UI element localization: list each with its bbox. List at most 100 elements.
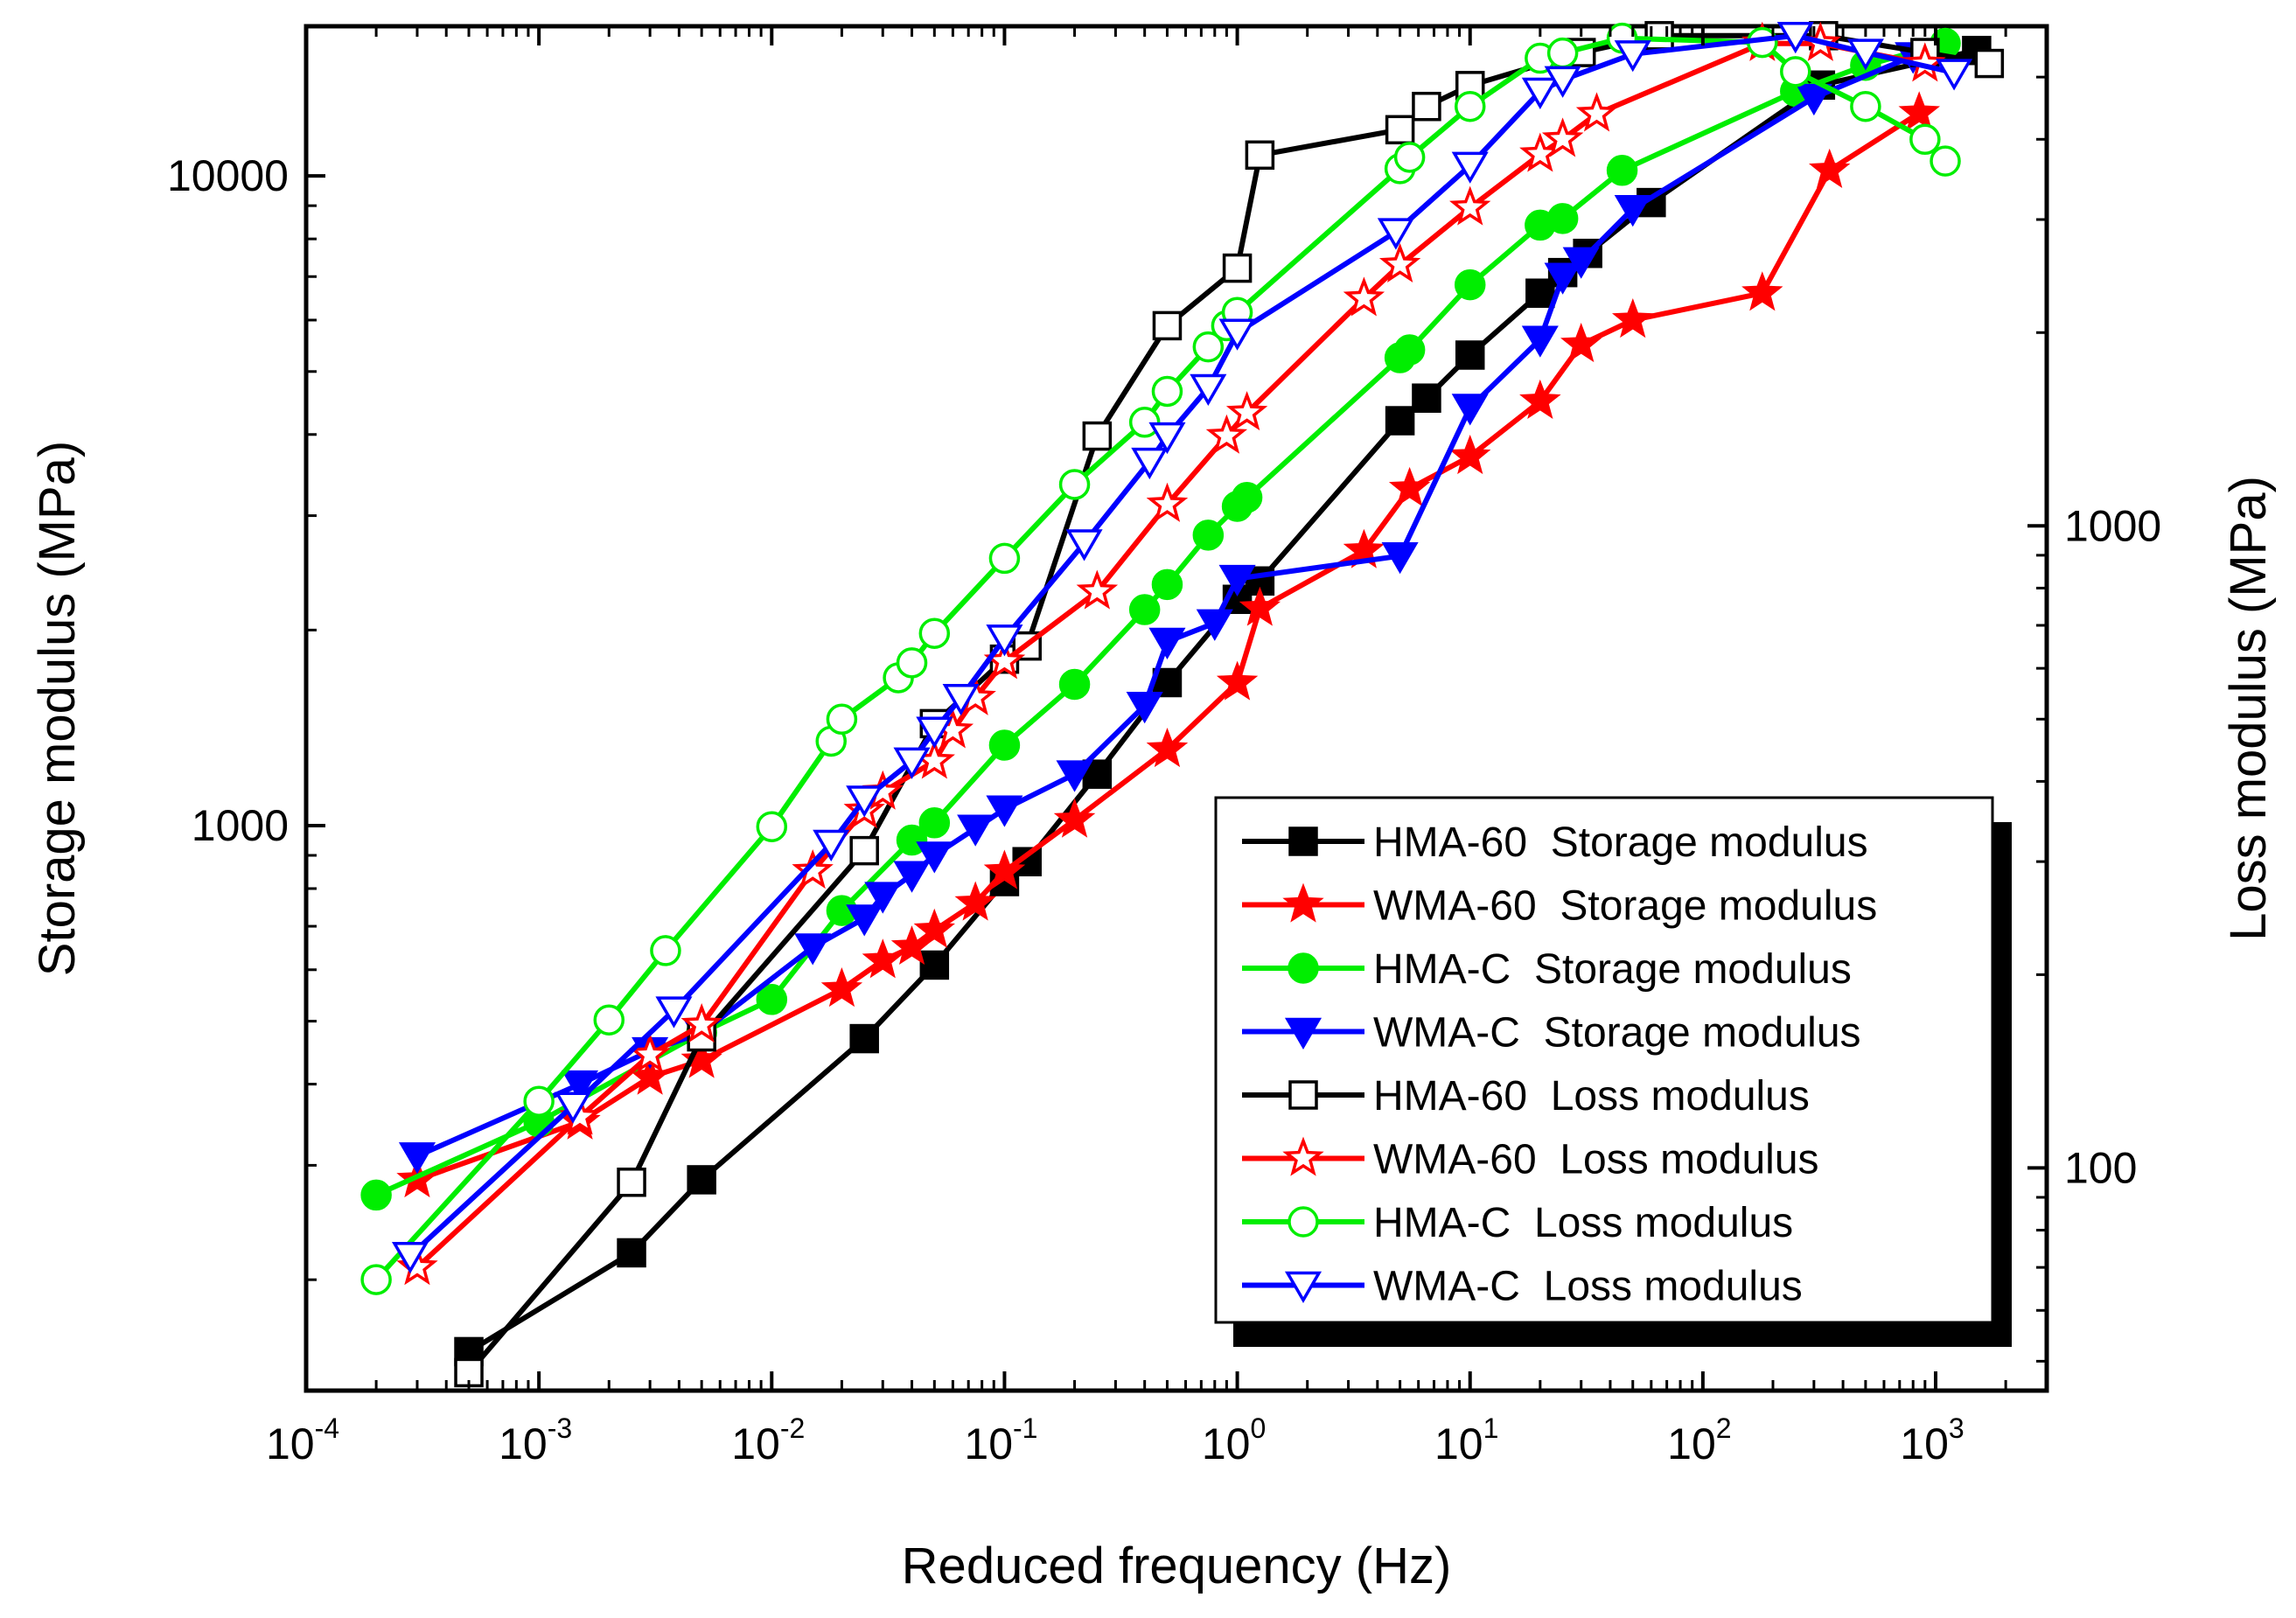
data-point: [916, 841, 953, 874]
data-point: [687, 1165, 716, 1195]
data-point: [650, 935, 681, 966]
legend-marker: [1284, 1017, 1322, 1050]
data-point: [1056, 760, 1093, 792]
data-point: [756, 984, 788, 1015]
data-point: [1076, 569, 1119, 610]
x-tick-label: 102: [1667, 1412, 1731, 1468]
data-point: [1343, 276, 1385, 317]
data-point: [1128, 594, 1161, 625]
legend-entries: HMA-60 Storage modulus WMA-60 Storage mod…: [1242, 819, 1877, 1310]
plot-area: [304, 24, 2049, 1393]
data-point: [1393, 334, 1426, 366]
x-tick-base: 10: [731, 1419, 780, 1468]
data-point: [1930, 145, 1961, 177]
data-point: [1606, 155, 1638, 186]
data-point: [1544, 262, 1581, 295]
y-axis-title-right: Loss modulus (MPa): [2220, 476, 2277, 941]
data-point: [1082, 421, 1113, 451]
data-point: [913, 908, 955, 948]
data-point: [1412, 91, 1441, 122]
data-point: [1412, 383, 1441, 413]
x-tick-exponent: -2: [780, 1412, 805, 1444]
data-point: [1192, 520, 1225, 551]
data-point: [1343, 528, 1385, 568]
data-point: [1454, 90, 1486, 122]
data-point: [1541, 117, 1584, 157]
data-point: [1151, 568, 1183, 601]
data-point: [1216, 660, 1259, 701]
x-axis-title: Reduced frequency (Hz): [902, 1538, 1452, 1594]
data-point: [1231, 482, 1263, 513]
data-point: [1239, 586, 1281, 626]
legend-label: HMA-C Loss modulus: [1373, 1200, 1793, 1246]
x-tick-exponent: 1: [1483, 1412, 1499, 1444]
series-layer: [360, 21, 2005, 1388]
data-point: [398, 1142, 436, 1175]
data-point: [1974, 48, 2005, 79]
legend-entry: WMA-60 Loss modulus: [1242, 1137, 1819, 1183]
data-point: [1146, 482, 1189, 522]
legend-entry: WMA-C Storage modulus: [1242, 1010, 1861, 1057]
legend-marker: [1284, 1271, 1322, 1303]
data-point: [1546, 203, 1579, 234]
data-point: [680, 1002, 722, 1043]
series-7: [391, 22, 1973, 1274]
data-point: [1936, 59, 1973, 91]
data-point: [1190, 373, 1227, 407]
data-point: [1058, 668, 1091, 701]
x-tick-base: 10: [1900, 1419, 1949, 1468]
x-tick-label: 10-4: [266, 1412, 339, 1468]
x-tick-exponent: -1: [1013, 1412, 1037, 1444]
ticks-layer: 10-4 10-3 10-2 10-1 100 101 102 103100010000100…: [167, 24, 2161, 1468]
series-6: [360, 22, 1961, 1295]
series-2: [360, 27, 1961, 1211]
data-point: [918, 807, 951, 839]
y-left-tick-label: 10000: [167, 151, 289, 200]
legend-marker: [1282, 1136, 1324, 1176]
x-tick-base: 10: [964, 1419, 1013, 1468]
data-point: [1131, 447, 1169, 480]
data-point: [988, 729, 1021, 761]
legend-entry: HMA-C Storage modulus: [1242, 946, 1852, 993]
x-tick-label: 10-2: [731, 1412, 805, 1468]
data-point: [1612, 298, 1654, 338]
data-point: [1614, 195, 1651, 227]
data-point: [617, 1168, 646, 1197]
data-point: [1222, 253, 1253, 283]
data-point: [1152, 310, 1183, 341]
data-point: [1546, 37, 1579, 69]
data-point: [1575, 92, 1618, 132]
legend-marker: [1288, 1080, 1318, 1110]
legend-label: HMA-60 Loss modulus: [1373, 1073, 1810, 1119]
x-tick-base: 10: [1434, 1419, 1483, 1468]
data-point: [919, 950, 950, 980]
data-point: [1148, 627, 1186, 660]
data-point: [957, 814, 994, 847]
data-point: [1218, 564, 1256, 597]
data-point: [1780, 56, 1811, 87]
data-point: [893, 747, 931, 779]
legend-box: [1214, 796, 1994, 1324]
legend-marker: [1288, 826, 1318, 856]
legend-marker: [1288, 1206, 1319, 1238]
data-point: [820, 967, 863, 1008]
data-point: [1377, 218, 1414, 250]
data-point: [655, 996, 693, 1029]
data-point: [1146, 727, 1189, 768]
y-axis-title-left: Storage modulus (MPa): [29, 441, 86, 976]
legend-entry: WMA-C Loss modulus: [1242, 1264, 1803, 1310]
data-point: [554, 1091, 592, 1124]
data-point: [1058, 469, 1091, 500]
data-point: [756, 811, 788, 842]
data-point: [454, 1357, 484, 1388]
data-point: [1776, 22, 1814, 54]
x-tick-base: 10: [266, 1419, 315, 1468]
data-point: [1126, 692, 1163, 724]
data-point: [896, 824, 928, 856]
data-point: [1909, 123, 1941, 156]
x-tick-label: 103: [1900, 1412, 1964, 1468]
x-tick-base: 10: [1202, 1419, 1251, 1468]
data-point: [1560, 323, 1602, 363]
data-point: [1449, 434, 1491, 475]
data-point: [617, 1238, 646, 1268]
